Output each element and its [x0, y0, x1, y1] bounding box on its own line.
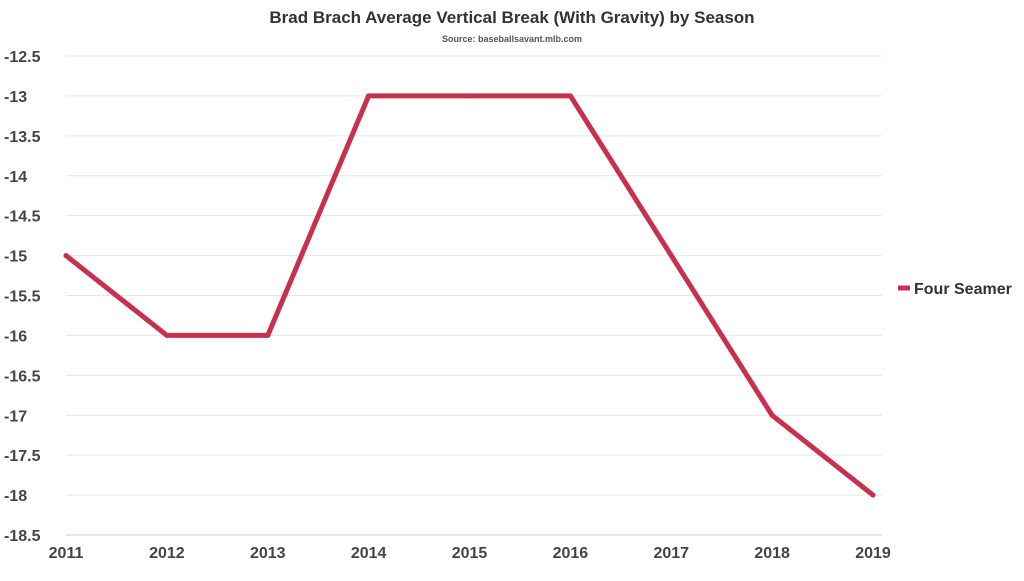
data-point — [870, 492, 876, 498]
data-point — [63, 253, 69, 259]
y-tick-label: -13.5 — [4, 129, 41, 146]
y-tick-label: -14.5 — [4, 209, 41, 226]
y-tick-label: -17.5 — [4, 448, 41, 465]
y-tick-label: -18 — [4, 488, 27, 505]
x-tick-label: 2013 — [250, 545, 286, 562]
x-tick-label: 2015 — [452, 545, 488, 562]
chart-title: Brad Brach Average Vertical Break (With … — [269, 8, 754, 27]
data-point — [164, 332, 170, 338]
y-tick-label: -16 — [4, 328, 27, 345]
y-tick-label: -12.5 — [4, 49, 41, 66]
y-tick-label: -14 — [4, 169, 27, 186]
data-point — [567, 93, 573, 99]
x-tick-label: 2014 — [351, 545, 387, 562]
x-tick-label: 2017 — [653, 545, 689, 562]
y-axis-ticks: -12.5 -13 -13.5 -14 -14.5 -15 -15.5 -16 -16.5 -17… — [4, 49, 41, 545]
x-tick-label: 2012 — [149, 545, 185, 562]
data-point — [265, 332, 271, 338]
y-tick-label: -16.5 — [4, 368, 41, 385]
series-lines — [63, 93, 876, 498]
data-point — [467, 93, 472, 99]
y-tick-label: -15.5 — [4, 289, 41, 306]
data-point — [668, 253, 674, 259]
legend: Four Seamer — [898, 281, 1012, 298]
x-tick-label: 2011 — [49, 545, 84, 562]
chart-subtitle: Source: baseballsavant.mlb.com — [442, 34, 582, 44]
y-tick-label: -18.5 — [4, 528, 41, 545]
gridlines — [66, 55, 882, 536]
x-tick-label: 2019 — [855, 545, 891, 562]
x-tick-label: 2016 — [553, 545, 589, 562]
legend-label: Four Seamer — [914, 281, 1012, 298]
y-tick-label: -15 — [4, 249, 27, 266]
y-tick-label: -17 — [4, 408, 27, 425]
x-axis-ticks: 2011 2012 2013 2014 2015 2016 2017 2018 2019 — [49, 545, 891, 562]
y-tick-label: -13 — [4, 89, 27, 106]
x-tick-label: 2018 — [754, 545, 790, 562]
data-point — [769, 412, 775, 418]
data-point — [366, 93, 372, 99]
